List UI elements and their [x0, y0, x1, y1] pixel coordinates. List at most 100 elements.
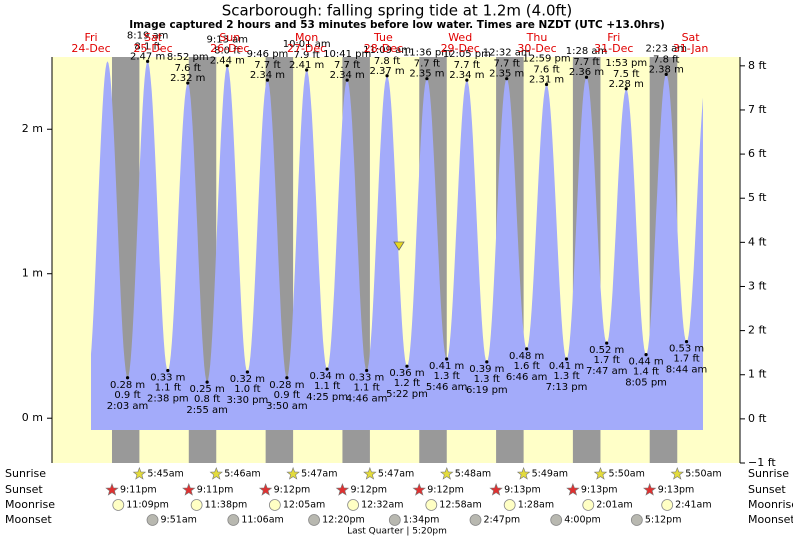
- moonrise-time: 2:41am: [675, 500, 711, 511]
- tide-point: [146, 59, 150, 63]
- sunrise-time: 5:48am: [455, 469, 491, 480]
- low-tide-label: 2:55 am: [186, 405, 228, 416]
- row-label: Sunset: [5, 483, 43, 496]
- high-tide-label: 2.28 m: [609, 79, 644, 90]
- day-name: Thu: [526, 31, 548, 44]
- high-tide-label: 7.8 ft: [653, 54, 679, 65]
- day-date: 31-Dec: [594, 42, 633, 55]
- sunset-time: 9:13pm: [504, 485, 541, 496]
- moonrise-icon: [425, 499, 438, 511]
- sunrise-time: 5:47am: [301, 469, 337, 480]
- sunrise-time: 5:47am: [378, 469, 414, 480]
- high-tide-label: 11:09 am: [363, 45, 411, 56]
- sunset-time: 9:12pm: [427, 485, 464, 496]
- sunrise-icon: [132, 466, 147, 480]
- high-tide-label: 7.8 ft: [374, 56, 400, 67]
- low-tide-label: 1.3 ft: [474, 374, 500, 385]
- high-tide-label: 11:36 pm: [403, 48, 451, 59]
- moonset-icon: [550, 514, 563, 526]
- sunset-icon: [335, 482, 350, 496]
- low-tide-label: 1.3 ft: [553, 371, 579, 382]
- sunset-icon: [489, 482, 503, 496]
- low-tide-label: 8:44 am: [666, 365, 708, 376]
- day-date: 31-Jan: [673, 42, 709, 55]
- high-tide-label: 2.34 m: [449, 70, 484, 81]
- row-label: Moonrise: [5, 498, 55, 511]
- day-date: 30-Dec: [517, 42, 556, 55]
- moonrise-time: 11:38pm: [205, 500, 248, 511]
- day-name: Fri: [84, 31, 97, 44]
- tide-point: [405, 364, 409, 368]
- tide-point: [245, 370, 249, 374]
- high-tide-label: 8:52 pm: [167, 52, 209, 63]
- sunrise-time: 5:50am: [685, 469, 721, 480]
- tide-point: [166, 368, 170, 373]
- low-tide-label: 0.52 m: [589, 345, 624, 356]
- day-date: 24-Dec: [71, 42, 110, 55]
- low-tide-label: 1.2 ft: [394, 378, 420, 389]
- high-tide-label: 2:23 am: [645, 43, 687, 54]
- moonrise-time: 1:28am: [518, 500, 554, 511]
- row-label: Sunrise: [748, 467, 789, 480]
- sunrise-icon: [209, 466, 223, 480]
- moonset-time: 11:06am: [241, 515, 283, 526]
- day-date: 27-Dec: [287, 42, 326, 55]
- moonrise-icon: [503, 499, 516, 511]
- low-tide-label: 3:50 am: [266, 401, 308, 412]
- low-tide-label: 4:25 pm: [306, 392, 348, 403]
- low-tide-label: 3:30 pm: [227, 395, 269, 406]
- sunrise-icon: [670, 466, 685, 480]
- moonset-icon: [227, 514, 240, 526]
- tide-point: [664, 72, 668, 76]
- high-tide-label: 12:05 pm: [443, 49, 491, 60]
- high-tide-label: 12:32 am: [483, 48, 531, 59]
- moonset-time: 1:34pm: [403, 515, 440, 526]
- y2-tick-label: 4 ft: [748, 235, 767, 248]
- tide-point: [465, 78, 469, 82]
- moonrise-icon: [347, 499, 360, 511]
- row-label: Moonrise: [748, 498, 793, 511]
- low-tide-label: 2:03 am: [107, 401, 149, 412]
- sunset-icon: [105, 482, 119, 496]
- y-tick-label: 0 m: [22, 411, 43, 424]
- sunrise-icon: [593, 466, 608, 480]
- low-tide-label: 8:05 pm: [625, 378, 667, 389]
- tide-point: [385, 74, 389, 78]
- y2-tick-label: −1 ft: [748, 456, 776, 469]
- tide-point: [305, 68, 309, 72]
- sunset-time: 9:11pm: [197, 485, 234, 496]
- sunset-time: 9:11pm: [120, 485, 157, 496]
- low-tide-label: 0.41 m: [549, 361, 584, 372]
- sunset-time: 9:13pm: [658, 485, 695, 496]
- low-tide-label: 5:46 am: [426, 382, 468, 393]
- moonset-icon: [630, 514, 643, 526]
- low-tide-label: 0.9 ft: [114, 390, 140, 401]
- low-tide-label: 1.1 ft: [353, 383, 379, 394]
- high-tide-label: 2.32 m: [170, 73, 205, 84]
- high-tide-label: 8.0 ft: [214, 46, 240, 57]
- low-tide-label: 0.32 m: [230, 374, 265, 385]
- moonrise-time: 12:05am: [283, 500, 325, 511]
- low-tide-label: 0.36 m: [389, 368, 424, 379]
- tide-point: [205, 380, 209, 384]
- high-tide-label: 2.44 m: [210, 56, 245, 67]
- high-tide-label: 7.7 ft: [573, 57, 599, 68]
- moonset-time: 12:20pm: [322, 515, 365, 526]
- low-tide-label: 0.33 m: [349, 373, 384, 384]
- sunrise-icon: [363, 466, 377, 480]
- day-date: 29-Dec: [441, 42, 480, 55]
- day-date: 25-Dec: [133, 42, 172, 55]
- moonset-time: 2:47pm: [484, 515, 521, 526]
- high-tide-label: 7.7 ft: [414, 59, 440, 70]
- low-tide-label: 5:22 pm: [386, 389, 428, 400]
- tide-point: [525, 347, 529, 351]
- current-level-marker: [393, 241, 405, 251]
- high-tide-label: 2.34 m: [250, 70, 285, 81]
- high-tide-label: 2.35 m: [409, 69, 444, 80]
- low-tide-label: 7:13 pm: [546, 382, 588, 393]
- low-tide-label: 4:46 am: [346, 394, 388, 405]
- moonrise-icon: [190, 499, 203, 511]
- tide-point: [365, 368, 369, 373]
- low-tide-label: 1.7 ft: [673, 354, 699, 365]
